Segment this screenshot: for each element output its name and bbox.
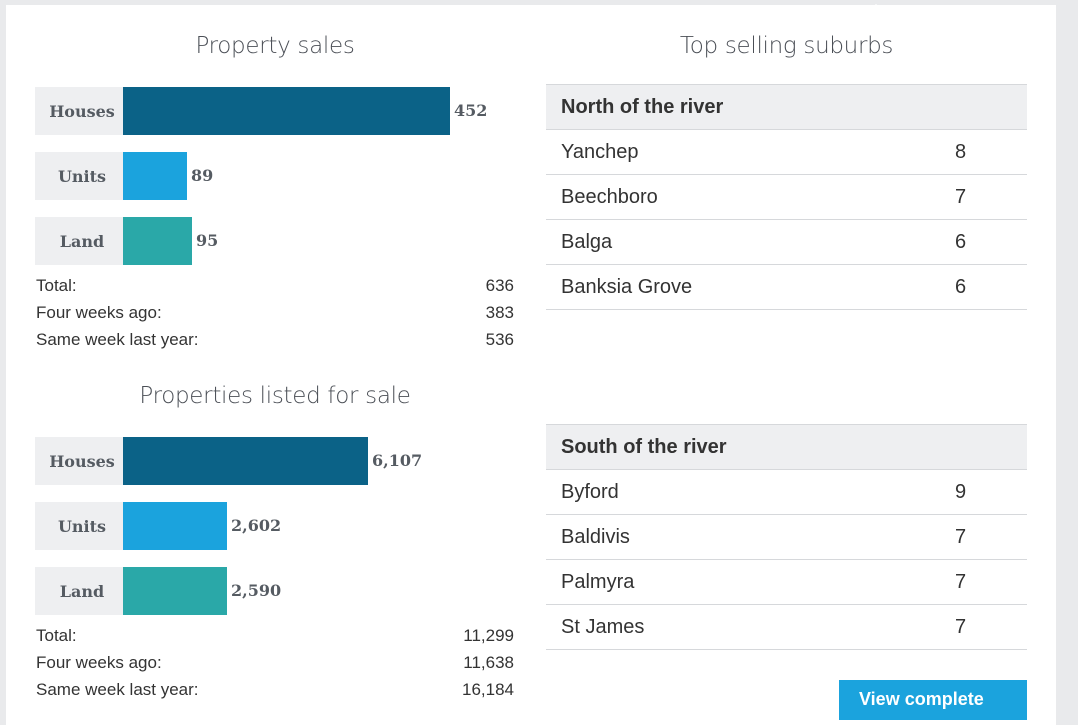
bar-land xyxy=(123,567,227,615)
bar-category-label: Houses xyxy=(35,87,123,135)
view-complete-button[interactable]: View complete xyxy=(839,680,1027,720)
table-row: Balga 6 xyxy=(546,220,1027,265)
property-sales-title: Property sales xyxy=(195,33,355,59)
table-row: Byford 9 xyxy=(546,470,1027,515)
north-suburbs-table: North of the river Yanchep 8 Beechboro 7 B… xyxy=(546,84,1027,310)
table-row: St James 7 xyxy=(546,605,1027,650)
market-summary-panel: Property sales Houses 452 Units 89 Land 95 To… xyxy=(6,4,1056,725)
south-table-heading: South of the river xyxy=(546,424,1027,470)
bar-land xyxy=(123,217,192,265)
table-row: Baldivis 7 xyxy=(546,515,1027,560)
bar-houses xyxy=(123,87,450,135)
listed-for-sale-stats: Total: 11,299 Four weeks ago: 11,638 Same … xyxy=(36,622,514,703)
bar-value-label: 6,107 xyxy=(372,451,423,470)
property-sales-chart: Houses 452 Units 89 Land 95 xyxy=(35,87,515,267)
panel-pointer xyxy=(868,4,884,11)
listed-for-sale-chart: Houses 6,107 Units 2,602 Land 2,590 xyxy=(35,437,515,617)
bar-row-units: Units 89 xyxy=(35,152,515,200)
stat-total: Total: 636 xyxy=(36,276,514,295)
property-sales-stats: Total: 636 Four weeks ago: 383 Same week l… xyxy=(36,272,514,353)
bar-houses xyxy=(123,437,368,485)
stat-total: Total: 11,299 xyxy=(36,626,514,645)
table-row: Banksia Grove 6 xyxy=(546,265,1027,310)
bar-category-label: Units xyxy=(35,152,123,200)
bar-row-land: Land 2,590 xyxy=(35,567,515,615)
table-row: Palmyra 7 xyxy=(546,560,1027,605)
bar-row-houses: Houses 6,107 xyxy=(35,437,515,485)
bar-value-label: 452 xyxy=(454,101,488,120)
north-table-heading: North of the river xyxy=(546,84,1027,130)
listed-for-sale-title: Properties listed for sale xyxy=(139,383,411,409)
bar-row-land: Land 95 xyxy=(35,217,515,265)
stat-four-weeks-ago: Four weeks ago: 11,638 xyxy=(36,653,514,672)
bar-value-label: 95 xyxy=(196,231,219,250)
bar-value-label: 2,590 xyxy=(231,581,282,600)
bar-row-units: Units 2,602 xyxy=(35,502,515,550)
table-row: Yanchep 8 xyxy=(546,130,1027,175)
top-suburbs-title: Top selling suburbs xyxy=(679,33,894,59)
table-row: Beechboro 7 xyxy=(546,175,1027,220)
bar-value-label: 89 xyxy=(191,166,214,185)
bar-units xyxy=(123,502,227,550)
stat-same-week-last-year: Same week last year: 16,184 xyxy=(36,680,514,699)
bar-category-label: Land xyxy=(35,567,123,615)
stat-four-weeks-ago: Four weeks ago: 383 xyxy=(36,303,514,322)
bar-row-houses: Houses 452 xyxy=(35,87,515,135)
bar-category-label: Land xyxy=(35,217,123,265)
bar-category-label: Units xyxy=(35,502,123,550)
bar-value-label: 2,602 xyxy=(231,516,282,535)
south-suburbs-table: South of the river Byford 9 Baldivis 7 Pal… xyxy=(546,424,1027,650)
bar-category-label: Houses xyxy=(35,437,123,485)
bar-units xyxy=(123,152,187,200)
stat-same-week-last-year: Same week last year: 536 xyxy=(36,330,514,349)
